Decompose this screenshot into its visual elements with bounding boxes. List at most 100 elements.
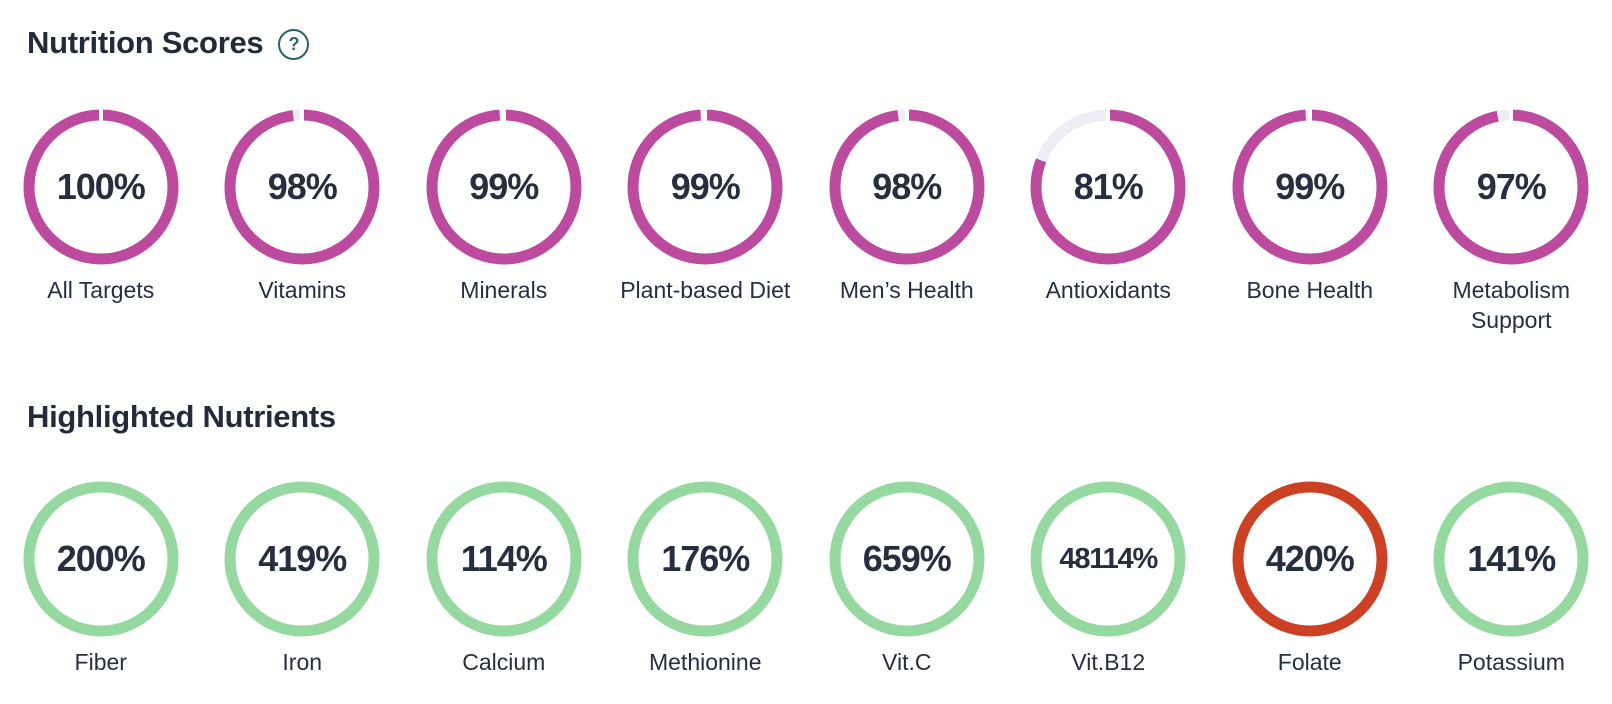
ring-value: 100%	[56, 166, 146, 207]
progress-ring: 99%	[1231, 108, 1389, 266]
progress-ring-svg	[23, 108, 179, 265]
ring-value: 200%	[56, 538, 146, 579]
ring-start-notch	[1106, 108, 1111, 122]
ring-value: 48114%	[1059, 542, 1158, 575]
nutrition-scores-row: 100% All Targets 98% Vitamins 99% Minera…	[0, 108, 1612, 335]
ring-label: Metabolism Support	[1452, 277, 1571, 333]
ring-card[interactable]: 141% Potassium	[1411, 480, 1612, 677]
ring-arc	[1232, 481, 1388, 637]
ring-label: Potassium	[1457, 649, 1565, 675]
ring-card[interactable]: 99% Minerals	[403, 108, 605, 335]
progress-ring-svg	[1433, 108, 1589, 265]
ring-value: 99%	[469, 166, 539, 207]
ring-value: 659%	[862, 538, 952, 579]
ring-card[interactable]: 420% Folate	[1209, 480, 1411, 677]
ring-arc	[23, 481, 179, 637]
ring-card[interactable]: 97% Metabolism Support	[1411, 108, 1612, 335]
progress-ring: 100%	[22, 108, 180, 266]
progress-ring-svg	[627, 481, 783, 637]
ring-value: 97%	[1476, 166, 1547, 207]
progress-ring: 97%	[1432, 108, 1590, 266]
progress-ring: 81%	[1029, 108, 1187, 266]
ring-card[interactable]: 99% Bone Health	[1209, 108, 1411, 335]
ring-arc	[224, 481, 380, 637]
ring-label: Calcium	[462, 649, 546, 675]
ring-label: Minerals	[460, 277, 548, 303]
progress-ring-svg	[224, 108, 380, 265]
ring-label: Vitamins	[258, 277, 347, 303]
progress-ring-svg	[1030, 481, 1186, 637]
ring-label: Bone Health	[1246, 277, 1374, 303]
ring-card[interactable]: 48114% Vit.B12	[1008, 480, 1210, 677]
ring-label: Methionine	[648, 649, 762, 675]
ring-card[interactable]: 200% Fiber	[0, 480, 202, 677]
ring-value: 98%	[872, 166, 942, 207]
progress-ring-svg	[1232, 108, 1388, 265]
ring-value: 81%	[1073, 166, 1144, 207]
ring-value: 141%	[1467, 538, 1556, 579]
ring-start-notch	[904, 108, 909, 122]
progress-ring-svg	[1030, 108, 1186, 265]
progress-ring-svg	[1232, 481, 1388, 637]
ring-label: Folate	[1277, 649, 1342, 675]
ring-card[interactable]: 98% Vitamins	[202, 108, 404, 335]
ring-arc	[1433, 481, 1589, 637]
ring-card[interactable]: 114% Calcium	[403, 480, 605, 677]
ring-start-notch	[1307, 108, 1312, 122]
ring-label: Iron	[282, 649, 323, 675]
progress-ring-svg	[829, 108, 985, 265]
progress-ring: 141%	[1432, 480, 1590, 638]
ring-value: 419%	[258, 538, 347, 579]
ring-label: Antioxidants	[1045, 277, 1171, 303]
ring-card[interactable]: 659% Vit.C	[806, 480, 1008, 677]
ring-label: Plant-based Diet	[620, 277, 791, 303]
ring-start-notch	[501, 108, 506, 122]
ring-value: 114%	[460, 538, 548, 579]
ring-arc	[426, 481, 582, 637]
progress-ring: 176%	[626, 480, 784, 638]
highlighted-nutrients-title: Highlighted Nutrients	[27, 399, 336, 434]
ring-label: Vit.B12	[1071, 649, 1146, 675]
progress-ring-svg	[23, 481, 179, 637]
ring-start-notch	[1509, 108, 1514, 122]
ring-start-notch	[98, 108, 103, 122]
ring-card[interactable]: 98% Men’s Health	[806, 108, 1008, 335]
progress-ring: 99%	[626, 108, 784, 266]
help-icon[interactable]: ?	[278, 28, 310, 60]
progress-ring-svg	[426, 481, 582, 637]
nutrition-scores-heading: Nutrition Scores ?	[0, 0, 1612, 61]
highlighted-nutrients-heading: Highlighted Nutrients	[0, 399, 1612, 435]
ring-label: Fiber	[74, 649, 127, 675]
progress-ring-svg	[224, 481, 380, 637]
highlighted-nutrients-row: 200% Fiber 419% Iron 114% Calcium	[0, 480, 1612, 677]
ring-card[interactable]: 100% All Targets	[0, 108, 202, 335]
nutrition-scores-title: Nutrition Scores	[27, 25, 264, 60]
progress-ring-svg	[1433, 481, 1589, 637]
ring-arc	[1030, 481, 1186, 637]
ring-value: 176%	[661, 538, 750, 579]
ring-label: Vit.C	[882, 649, 932, 675]
progress-ring-svg	[627, 108, 783, 265]
ring-card[interactable]: 81% Antioxidants	[1008, 108, 1210, 335]
progress-ring: 659%	[828, 480, 986, 638]
progress-ring-svg	[829, 481, 985, 637]
progress-ring-svg	[426, 108, 582, 265]
progress-ring: 98%	[828, 108, 986, 266]
ring-start-notch	[300, 108, 305, 122]
progress-ring: 99%	[425, 108, 583, 266]
progress-ring: 114%	[425, 480, 583, 638]
ring-value: 99%	[1275, 166, 1345, 207]
ring-arc	[829, 481, 985, 637]
ring-arc	[627, 481, 783, 637]
progress-ring: 200%	[22, 480, 180, 638]
ring-card[interactable]: 419% Iron	[202, 480, 404, 677]
progress-ring: 420%	[1231, 480, 1389, 638]
ring-card[interactable]: 176% Methionine	[605, 480, 807, 677]
ring-value: 420%	[1265, 538, 1355, 579]
ring-value: 99%	[670, 166, 741, 207]
ring-start-notch	[703, 108, 708, 122]
progress-ring: 98%	[223, 108, 381, 266]
ring-card[interactable]: 99% Plant-based Diet	[605, 108, 807, 335]
ring-label: Men’s Health	[839, 277, 974, 303]
ring-label: All Targets	[47, 277, 155, 303]
